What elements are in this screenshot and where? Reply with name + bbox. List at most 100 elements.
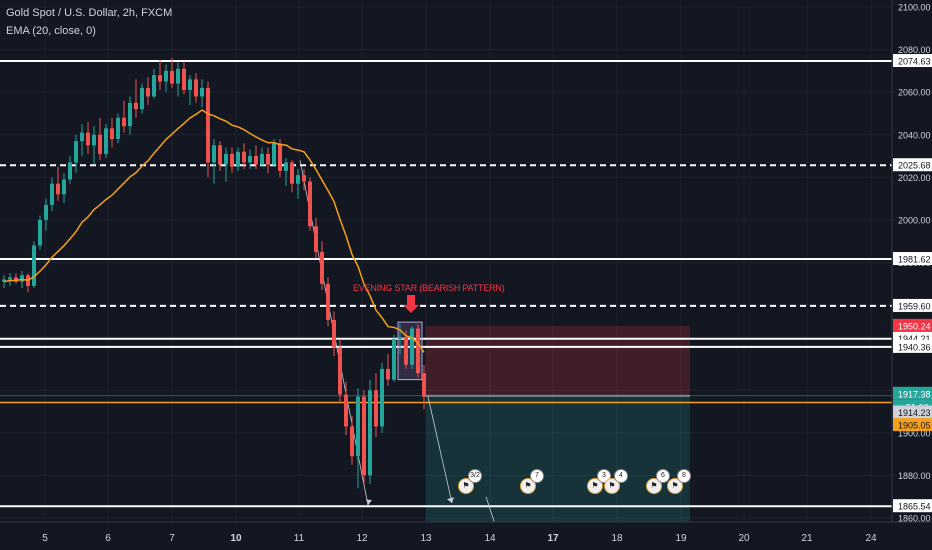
level-label: 1940.36	[898, 342, 931, 352]
chart-title: Gold Spot / U.S. Dollar, 2h, FXCM	[6, 7, 173, 19]
candle-body	[320, 251, 324, 284]
candle-body	[62, 179, 66, 195]
level-label-bg	[893, 54, 932, 68]
candle-body	[380, 368, 384, 427]
candle-body	[194, 79, 198, 97]
y-tick-label: 2080.00	[898, 45, 931, 55]
candle-body	[392, 339, 396, 380]
candle-body	[254, 156, 258, 165]
candle-body	[332, 319, 336, 348]
candle-body	[140, 87, 144, 110]
stop-loss-zone	[426, 325, 690, 396]
candle-body	[386, 368, 390, 380]
candle-body	[14, 277, 18, 282]
x-tick-label: 18	[611, 533, 623, 544]
candle-body	[212, 145, 216, 163]
price-label-stop: 1950.24	[898, 321, 931, 331]
x-tick-label: 5	[42, 533, 48, 544]
candle-body	[32, 245, 36, 286]
candle-body	[410, 328, 414, 365]
level-label: 2025.68	[898, 161, 931, 171]
candle-body	[278, 143, 282, 171]
candle-body	[104, 128, 108, 154]
candle-body	[374, 390, 378, 427]
x-tick-label: 13	[420, 533, 432, 544]
price-label-bg	[893, 386, 932, 400]
level-label: 1959.60	[898, 301, 931, 311]
projection-line-2	[427, 396, 453, 504]
projection-arrowhead-1	[366, 499, 372, 506]
y-tick-label: 1900.00	[898, 428, 931, 438]
candle-body	[302, 175, 306, 182]
time-axis-bg	[0, 522, 932, 550]
event-count-badge: 8	[677, 469, 691, 483]
price-label-bg	[893, 418, 932, 432]
candle-body	[296, 175, 300, 184]
price-label-current: 1917.38	[898, 389, 931, 399]
event-count-badge: 6	[656, 469, 670, 483]
economic-event-flag-icon[interactable]: ⚑	[667, 478, 683, 494]
candle-body	[80, 132, 84, 142]
candle-body	[158, 75, 162, 82]
y-tick-label: 1880.00	[898, 471, 931, 481]
candle-body	[266, 153, 270, 165]
candle-body	[110, 128, 114, 140]
candle-body	[416, 328, 420, 374]
x-tick-label: 12	[356, 533, 368, 544]
candle-body	[224, 153, 228, 165]
candle-body	[170, 70, 174, 84]
candle-body	[182, 68, 186, 91]
candle-body	[8, 277, 12, 280]
pattern-annotation: EVENING STAR (BEARISH PATTERN)	[353, 283, 505, 293]
candle-body	[116, 117, 120, 140]
candle-body	[338, 347, 342, 395]
candle-body	[56, 183, 60, 195]
candle-body	[248, 156, 252, 163]
candle-body	[176, 68, 180, 84]
candle-body	[230, 153, 234, 167]
candle-body	[44, 205, 48, 220]
economic-event-flag-icon[interactable]: ⚑	[604, 478, 620, 494]
candle-body	[260, 153, 264, 165]
candle-body	[218, 145, 222, 165]
candle-body	[86, 132, 90, 146]
economic-event-flag-icon[interactable]: ⚑	[587, 478, 603, 494]
candle-body	[344, 394, 348, 427]
level-label-bg	[893, 158, 932, 172]
candle-body	[146, 87, 150, 97]
candle-body	[68, 162, 72, 180]
level-label: 1981.62	[898, 255, 931, 265]
economic-event-flag-icon[interactable]: ⚑	[458, 478, 474, 494]
level-label-bg	[893, 298, 932, 312]
candle-body	[164, 70, 168, 82]
candle-body	[206, 87, 210, 163]
x-tick-label: 24	[865, 533, 877, 544]
candle-body	[284, 162, 288, 171]
candle-body	[272, 143, 276, 165]
level-label: 2074.63	[898, 57, 931, 67]
y-tick-label: 2020.00	[898, 173, 931, 183]
y-tick-label: 1860.00	[898, 514, 931, 524]
level-label: 1865.54	[898, 502, 931, 512]
candle-body	[356, 396, 360, 457]
x-tick-label: 7	[169, 533, 175, 544]
y-tick-label: 2100.00	[898, 3, 931, 13]
indicator-legend[interactable]: EMA (20, close, 0)	[6, 25, 96, 37]
y-tick-label: 2040.00	[898, 130, 931, 140]
candle-body	[128, 102, 132, 127]
y-tick-label: 2060.00	[898, 88, 931, 98]
candle-body	[20, 275, 24, 282]
candle-body	[308, 181, 312, 227]
candle-body	[50, 183, 54, 206]
economic-event-flag-icon[interactable]: ⚑	[646, 478, 662, 494]
candle-body	[314, 226, 318, 252]
event-count-badge: 3/2	[468, 469, 482, 483]
event-count-badge: 7	[530, 469, 544, 483]
candle-body	[98, 134, 102, 154]
price-label-ema: 1914.23	[898, 408, 931, 418]
level-label-bg	[893, 499, 932, 513]
candle-body	[2, 279, 6, 282]
economic-event-flag-icon[interactable]: ⚑	[520, 478, 536, 494]
